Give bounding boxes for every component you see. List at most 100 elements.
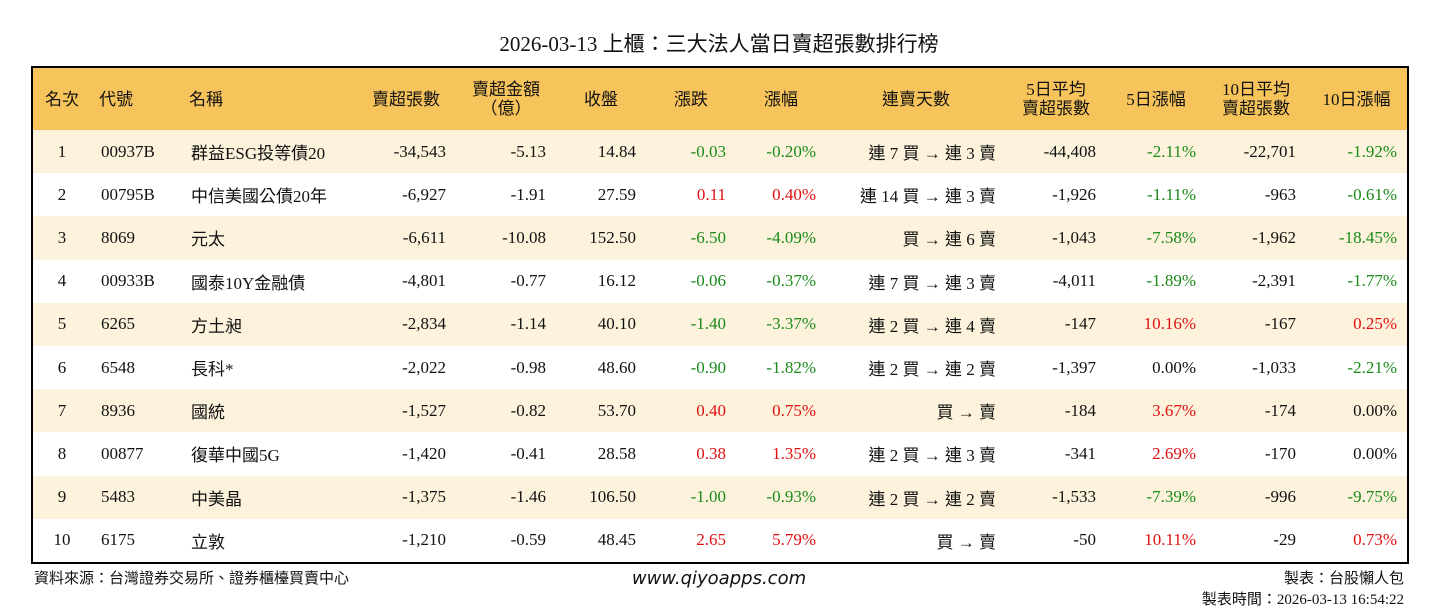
header-row: 名次 代號 名稱 賣超張數 賣超金額 （億） 收盤 漲跌 漲幅 連賣天數 5日平均 賣超張數 5日漲…: [32, 67, 1408, 130]
table-cell: 6265: [101, 314, 135, 334]
column-header: 連賣天數: [826, 67, 1006, 130]
table-cell: 10.11%: [1144, 530, 1196, 550]
column-header: 名次: [32, 67, 91, 130]
table-cell: -0.20%: [766, 141, 816, 161]
table-row: 8 00877 復華中國5G -1,420 -0.41 28.58 0.38 1.35% 連 2…: [32, 432, 1408, 475]
table-cell: -44,408: [1043, 141, 1096, 161]
table-cell: 8936: [101, 400, 135, 420]
table-cell: -18.45%: [1338, 227, 1397, 247]
column-header: 10日平均 賣超張數: [1206, 67, 1306, 130]
table-cell: 5.79%: [772, 530, 816, 550]
table-cell: -0.61%: [1347, 184, 1397, 204]
table-cell: 群益ESG投等債20: [191, 144, 326, 164]
table-cell: 1: [57, 141, 67, 161]
table-cell: -34,543: [393, 141, 446, 161]
table-row: 7 8936 國統 -1,527 -0.82 53.70 0.40 0.75% 買 → 賣 -18…: [32, 389, 1408, 433]
table-cell: -1,397: [1052, 357, 1096, 377]
table-cell: -1.14: [510, 314, 546, 334]
table-cell: 連 2 買 → 連 4 賣: [868, 316, 997, 336]
table-cell: -1.77%: [1347, 271, 1397, 291]
table-cell: -4.09%: [766, 227, 816, 247]
column-header: 10日漲幅: [1306, 67, 1408, 130]
table-cell: 40.10: [597, 314, 636, 334]
column-header: 賣超金額 （億）: [456, 67, 556, 130]
column-header: 5日平均 賣超張數: [1006, 67, 1106, 130]
table-cell: 連 2 買 → 連 3 賣: [868, 446, 997, 466]
table-cell: 長科*: [191, 360, 234, 380]
table-cell: 3.67%: [1152, 400, 1196, 420]
table-cell: -0.06: [690, 271, 726, 291]
table-cell: -6.50: [690, 227, 726, 247]
table-cell: -29: [1273, 530, 1296, 550]
title: 2026-03-13 上櫃：三大法人當日賣超張數排行榜: [499, 32, 939, 56]
table-cell: 5483: [101, 487, 135, 507]
table-cell: 48.60: [597, 357, 636, 377]
table-cell: 48.45: [597, 530, 636, 550]
table-cell: -0.90: [690, 357, 726, 377]
column-header: 名稱: [181, 67, 356, 130]
table-cell: 連 7 買 → 連 3 賣: [868, 273, 997, 293]
table-cell: 中美晶: [191, 489, 242, 509]
table-cell: 立敦: [191, 532, 225, 552]
table-cell: 53.70: [597, 400, 636, 420]
table-cell: -184: [1064, 400, 1096, 420]
table-cell: -1,533: [1052, 487, 1096, 507]
table-cell: 4: [57, 271, 67, 291]
table-cell: 10.16%: [1143, 314, 1196, 334]
table-cell: -1,420: [402, 443, 446, 463]
table-cell: -4,801: [402, 271, 446, 291]
table-cell: 6175: [101, 530, 135, 550]
table-cell: -1.40: [690, 314, 726, 334]
table-cell: 1.35%: [772, 443, 816, 463]
table-cell: -341: [1064, 443, 1096, 463]
column-header: 賣超張數: [356, 67, 456, 130]
table-cell: -1.91: [510, 184, 546, 204]
table-cell: 0.00%: [1353, 400, 1397, 420]
table-cell: -9.75%: [1347, 487, 1397, 507]
table-row: 4 00933B 國泰10Y金融債 -4,801 -0.77 16.12 -0.06 -0.3…: [32, 260, 1408, 303]
table-cell: -1,527: [402, 400, 446, 420]
table-cell: -1.11%: [1147, 184, 1196, 204]
author: 製表：台股懶人包: [1283, 571, 1404, 587]
table-cell: -1.92%: [1347, 141, 1397, 161]
table-cell: -174: [1264, 400, 1296, 420]
table-cell: -1,033: [1252, 357, 1296, 377]
table-cell: -7.39%: [1146, 487, 1196, 507]
table-cell: 00877: [101, 443, 144, 463]
table-cell: 復華中國5G: [191, 446, 280, 466]
table-cell: -1,962: [1252, 227, 1296, 247]
table-cell: -1.89%: [1146, 271, 1196, 291]
table-cell: 3: [57, 227, 67, 247]
table-row: 5 6265 方土昶 -2,834 -1.14 40.10 -1.40 -3.37% 連 2 買…: [32, 302, 1408, 346]
table-row: 9 5483 中美晶 -1,375 -1.46 106.50 -1.00 -0.93% 連 2 …: [32, 475, 1408, 519]
ranking-table: 名次 代號 名稱 賣超張數 賣超金額 （億） 收盤 漲跌 漲幅 連賣天數 5日平均 賣超張數 5日漲…: [31, 66, 1409, 564]
table-cell: 買 → 賣: [936, 532, 997, 552]
table-cell: 2: [57, 184, 67, 204]
column-header: 代號: [91, 67, 181, 130]
table-cell: -2.21%: [1347, 357, 1397, 377]
table-cell: -6,927: [402, 184, 446, 204]
table-cell: -963: [1264, 184, 1296, 204]
table-cell: -1.00: [690, 487, 726, 507]
column-header: 漲幅: [736, 67, 826, 130]
table-cell: -167: [1264, 314, 1296, 334]
table-cell: 8: [57, 443, 67, 463]
table-cell: 2.69%: [1152, 443, 1196, 463]
table-cell: -2,834: [402, 314, 446, 334]
table-cell: -996: [1264, 487, 1296, 507]
table-cell: -0.41: [510, 443, 546, 463]
table-cell: -0.82: [510, 400, 546, 420]
table-cell: 00937B: [101, 141, 155, 161]
table-cell: -5.13: [510, 141, 546, 161]
table-cell: 0.40: [696, 400, 726, 420]
table-cell: -7.58%: [1146, 227, 1196, 247]
table-cell: 0.75%: [772, 400, 816, 420]
table-cell: 0.11: [696, 184, 726, 204]
table-cell: -1,375: [402, 487, 446, 507]
table-cell: 8069: [101, 227, 135, 247]
table-cell: -2,022: [402, 357, 446, 377]
table-cell: 連 2 買 → 連 2 賣: [868, 489, 997, 509]
table-cell: -0.77: [510, 271, 546, 291]
table-cell: 中信美國公債20年: [191, 187, 327, 207]
